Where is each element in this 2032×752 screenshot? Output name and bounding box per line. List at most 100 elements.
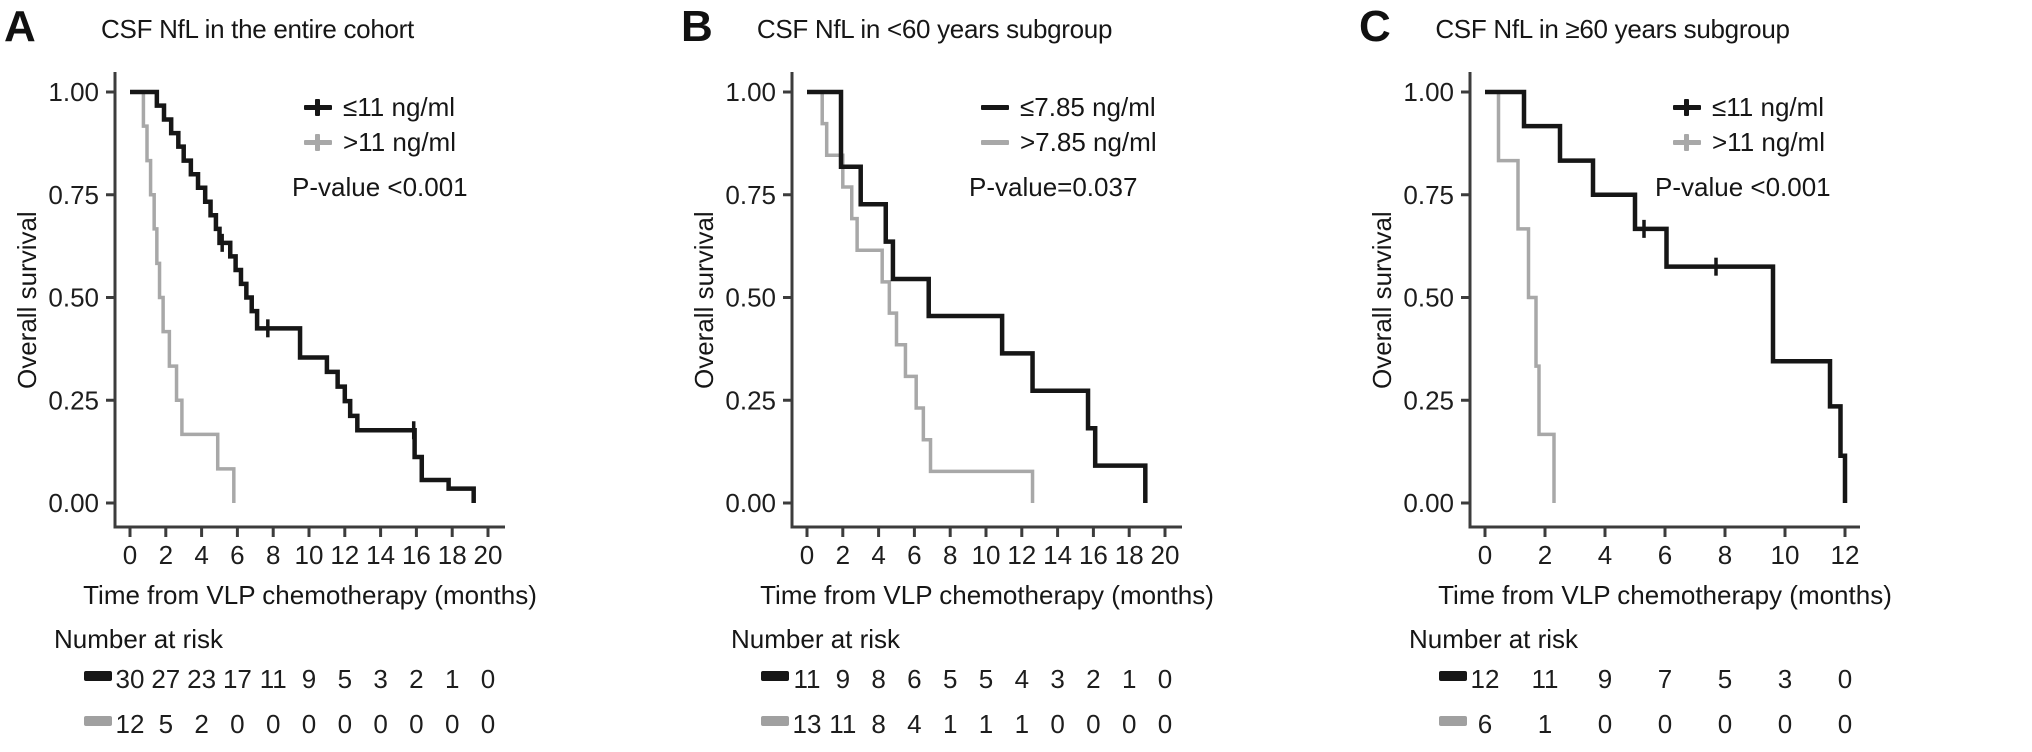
- risk-count: 0: [1838, 709, 1852, 739]
- risk-count: 0: [230, 709, 244, 739]
- risk-count: 0: [1086, 709, 1100, 739]
- km-curve-11ngml: [1485, 90, 1556, 503]
- risk-row-swatch-icon: [761, 671, 789, 681]
- risk-count: 0: [1050, 709, 1064, 739]
- y-tick-label: 0.50: [725, 283, 776, 313]
- x-tick-label: 0: [123, 540, 137, 570]
- x-tick-label: 6: [907, 540, 921, 570]
- axes: [1468, 72, 1860, 529]
- risk-count: 1: [445, 664, 459, 694]
- km-curve-7.85ngml: [807, 90, 1035, 503]
- y-tick-label: 0.75: [48, 180, 99, 210]
- x-tick-label: 4: [1598, 540, 1612, 570]
- axes: [790, 72, 1182, 529]
- y-tick-label: 0.75: [1403, 180, 1454, 210]
- risk-count: 2: [409, 664, 423, 694]
- x-tick-label: 12: [330, 540, 359, 570]
- risk-row-swatch-icon: [1439, 716, 1467, 726]
- risk-count: 1: [1538, 709, 1552, 739]
- risk-count: 7: [1658, 664, 1672, 694]
- y-tick-label: 0.50: [1403, 283, 1454, 313]
- risk-count: 0: [409, 709, 423, 739]
- risk-count: 0: [302, 709, 316, 739]
- legend-label: ≤11 ng/ml: [1712, 92, 1825, 122]
- y-tick-label: 0.75: [725, 180, 776, 210]
- risk-count: 0: [1778, 709, 1792, 739]
- risk-count: 0: [1838, 664, 1852, 694]
- x-tick-label: 4: [871, 540, 885, 570]
- x-tick-label: 14: [1043, 540, 1072, 570]
- x-tick-label: 10: [295, 540, 324, 570]
- risk-count: 9: [302, 664, 316, 694]
- risk-count: 2: [1086, 664, 1100, 694]
- km-panel-c: 1.00 0.75 0.50 0.25 0.00 0 2 4 6 8 10 12 12 11 9 7 5 3 0 6 1…: [1355, 0, 2032, 752]
- risk-count: 3: [373, 664, 387, 694]
- risk-row-swatch-icon: [84, 716, 112, 726]
- legend-row: >11 ng/ml: [1673, 125, 1825, 160]
- risk-count: 4: [907, 709, 921, 739]
- legend: ≤11 ng/ml >11 ng/ml: [304, 90, 456, 160]
- risk-row-swatch-icon: [84, 671, 112, 681]
- risk-count: 27: [151, 664, 180, 694]
- risk-count: 3: [1778, 664, 1792, 694]
- risk-count: 0: [1598, 709, 1612, 739]
- x-tick-label: 10: [1771, 540, 1800, 570]
- risk-count: 17: [223, 664, 252, 694]
- risk-count: 9: [1598, 664, 1612, 694]
- x-tick-label: 16: [402, 540, 431, 570]
- y-tick-label: 1.00: [725, 77, 776, 107]
- km-panel-a: 1.00 0.75 0.50 0.25 0.00 0 2 4 6 8 10 12 14 16 18 20 30 2…: [0, 0, 677, 752]
- y-tick-label: 0.00: [725, 488, 776, 518]
- risk-count: 1: [979, 709, 993, 739]
- risk-count: 11: [260, 664, 287, 694]
- x-tick-label: 18: [1115, 540, 1144, 570]
- p-value: P-value=0.037: [969, 172, 1138, 202]
- x-axis-label: Time from VLP chemotherapy (months): [83, 580, 537, 610]
- risk-count: 11: [794, 664, 821, 694]
- legend-marker-gray-plus-icon: [304, 134, 332, 151]
- x-tick-label: 2: [836, 540, 850, 570]
- risk-count: 12: [116, 709, 145, 739]
- risk-count: 6: [1478, 709, 1492, 739]
- legend-label: ≤7.85 ng/ml: [1020, 92, 1156, 122]
- x-tick-label: 8: [1718, 540, 1732, 570]
- legend-row: ≤11 ng/ml: [1673, 90, 1825, 125]
- x-tick-label: 12: [1007, 540, 1036, 570]
- risk-count: 0: [481, 664, 495, 694]
- risk-count: 8: [871, 664, 885, 694]
- risk-count: 0: [373, 709, 387, 739]
- x-tick-label: 6: [1658, 540, 1672, 570]
- legend-row: ≤11 ng/ml: [304, 90, 456, 125]
- risk-count: 30: [116, 664, 145, 694]
- x-tick-label: 20: [1151, 540, 1180, 570]
- legend-marker-black-plus-icon: [1673, 99, 1701, 116]
- legend-marker-gray-plus-icon: [1673, 134, 1701, 151]
- risk-count: 0: [1658, 709, 1672, 739]
- y-tick-label: 0.00: [48, 488, 99, 518]
- x-tick-label: 10: [972, 540, 1001, 570]
- risk-count: 5: [943, 664, 957, 694]
- risk-count: 8: [871, 709, 885, 739]
- risk-table-header: Number at risk: [54, 624, 224, 654]
- legend-row: >7.85 ng/ml: [981, 125, 1157, 160]
- risk-count: 0: [481, 709, 495, 739]
- risk-count: 0: [266, 709, 280, 739]
- x-tick-label: 16: [1079, 540, 1108, 570]
- x-tick-label: 0: [800, 540, 814, 570]
- risk-count: 0: [338, 709, 352, 739]
- legend-label: >11 ng/ml: [343, 127, 456, 157]
- legend: ≤7.85 ng/ml >7.85 ng/ml: [981, 90, 1157, 160]
- x-tick-label: 8: [266, 540, 280, 570]
- legend-label: >7.85 ng/ml: [1020, 127, 1157, 157]
- x-tick-label: 8: [943, 540, 957, 570]
- p-value: P-value <0.001: [292, 172, 468, 202]
- legend-label: >11 ng/ml: [1712, 127, 1825, 157]
- km-curve-11ngml: [1485, 89, 1848, 503]
- risk-table-header: Number at risk: [1409, 624, 1579, 654]
- x-tick-label: 2: [1538, 540, 1552, 570]
- x-tick-label: 14: [366, 540, 395, 570]
- risk-row-swatch-icon: [1439, 671, 1467, 681]
- y-axis-label: Overall survival: [689, 211, 719, 389]
- panel-title-c: CSF NfL in ≥60 years subgroup: [1435, 14, 1790, 44]
